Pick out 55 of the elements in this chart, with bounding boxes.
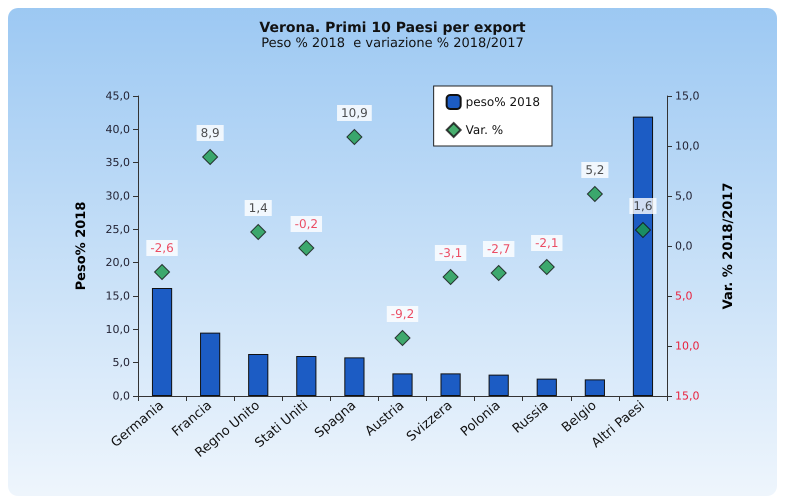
point (586, 186, 603, 202)
y-tick-label: 45,0 (106, 90, 130, 102)
y2-tick-label: 0,0 (675, 240, 692, 252)
chart-title: Verona. Primi 10 Paesi per export (259, 20, 526, 36)
y-tick-label: 0,0 (112, 390, 130, 402)
point (202, 149, 218, 165)
point (442, 269, 459, 285)
data-label: 10,9 (341, 106, 368, 120)
y-tick-label: 25,0 (106, 222, 130, 236)
point (634, 222, 651, 238)
bar (200, 332, 220, 396)
bar (296, 356, 316, 396)
chart-subtitle: Peso % 2018 e variazione % 2018/2017 (261, 36, 524, 51)
y2-axis-title: Var. % 2018/2017 (721, 182, 736, 310)
data-label: -2,6 (150, 241, 174, 255)
y-tick-label: 30,0 (106, 190, 130, 202)
bar (392, 373, 413, 396)
data-label: -2,7 (486, 242, 510, 256)
point (346, 129, 362, 145)
point (490, 265, 507, 281)
data-label: -3,1 (438, 246, 462, 260)
bar (488, 374, 509, 396)
data-label: -2,1 (535, 236, 558, 250)
data-label: 1,6 (633, 199, 652, 213)
data-label: 5,2 (585, 163, 604, 177)
data-label: -0,2 (294, 217, 318, 231)
y-tick-label: 35,0 (106, 156, 130, 170)
y2-tick-label: 15,0 (675, 390, 700, 402)
y2-tick-label: 10,0 (675, 140, 700, 152)
data-label: 8,9 (200, 126, 220, 140)
y-tick-label: 15,0 (106, 290, 130, 302)
y2-tick-label: 5,0 (675, 190, 692, 202)
y-tick-label: 20,0 (106, 256, 130, 270)
y-axis-title: Peso% 2018 (74, 202, 89, 290)
legend-label: Var. % (466, 123, 504, 137)
point (298, 240, 314, 256)
y2-tick-label: 15,0 (675, 90, 700, 102)
bar (344, 357, 365, 396)
bar (536, 378, 557, 396)
data-label: -9,2 (390, 307, 414, 321)
y-tick-label: 5,0 (112, 356, 130, 370)
bar (248, 354, 268, 396)
y2-tick-label: 10,0 (675, 340, 700, 352)
bar (440, 373, 461, 396)
point (538, 259, 555, 275)
legend-label: peso% 2018 (466, 95, 540, 109)
data-label: 1,4 (248, 201, 268, 215)
point (394, 330, 410, 346)
y-tick-label: 10,0 (106, 322, 130, 336)
y2-tick-label: 5,0 (675, 290, 692, 302)
point (250, 224, 266, 240)
bar (584, 379, 605, 396)
y-tick-label: 40,0 (106, 122, 130, 136)
bar (152, 288, 172, 396)
point (154, 264, 170, 280)
